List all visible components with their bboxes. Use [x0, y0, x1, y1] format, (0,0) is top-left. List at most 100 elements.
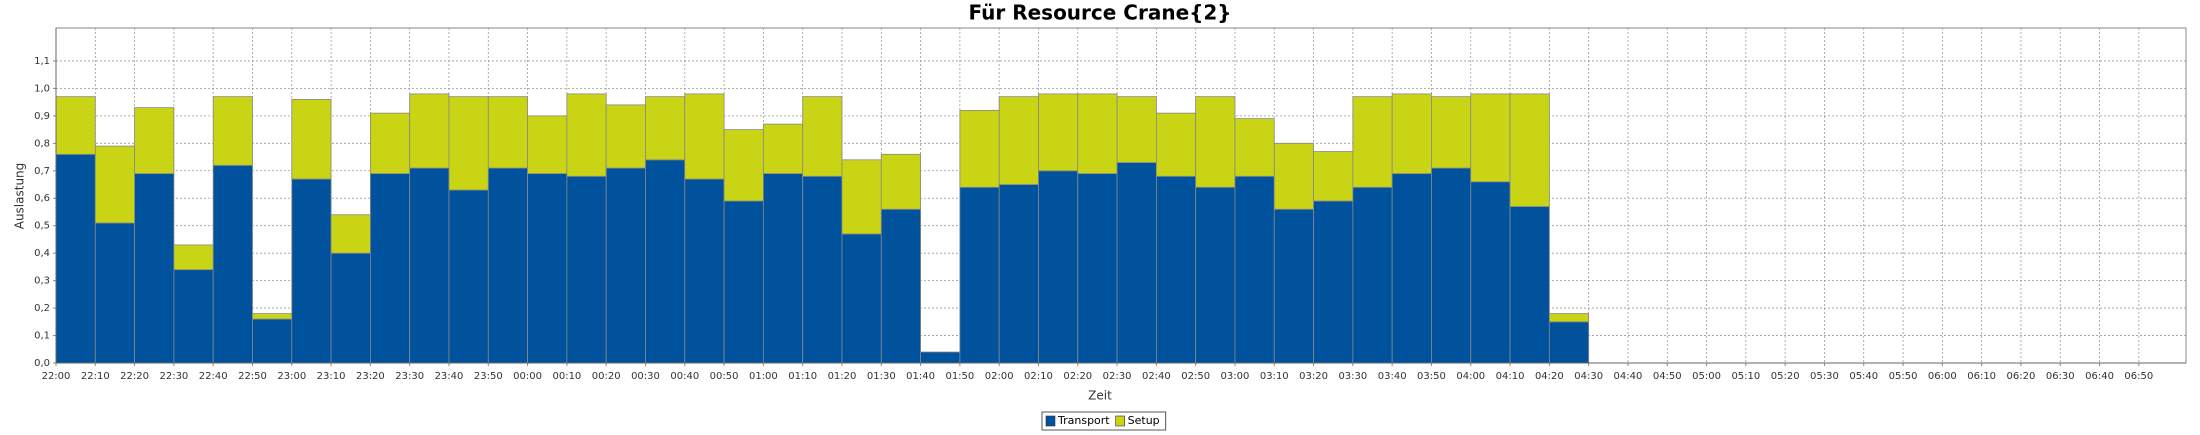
bar-segment — [1155, 112, 1197, 177]
y-tick-label: 0,0 — [34, 358, 50, 369]
bar-segment — [527, 173, 568, 364]
bar-segment — [959, 186, 1000, 364]
bar-segment — [802, 175, 843, 364]
bar-segment — [55, 96, 96, 155]
x-tick-label: 04:50 — [1653, 371, 1682, 382]
y-tick-label: 0,3 — [34, 276, 50, 287]
x-tick-label: 01:50 — [945, 371, 974, 382]
bar-segment — [1234, 118, 1275, 177]
bar-segment — [1352, 186, 1393, 364]
y-tick-label: 0,7 — [34, 166, 50, 177]
bar-segment — [1548, 313, 1590, 323]
x-tick-label: 04:00 — [1456, 371, 1485, 382]
x-tick-label: 02:50 — [1181, 371, 1210, 382]
bar-segment — [173, 244, 214, 271]
bar-segment — [291, 98, 332, 180]
x-tick-label: 01:20 — [828, 371, 857, 382]
bar-segment — [409, 93, 450, 169]
x-tick-label: 22:00 — [42, 371, 71, 382]
x-tick-label: 06:40 — [2085, 371, 2114, 382]
x-tick-label: 05:20 — [1771, 371, 1800, 382]
y-tick-label: 0,5 — [34, 221, 50, 232]
bar-segment — [880, 208, 921, 364]
bar-segment — [1431, 96, 1472, 169]
y-tick-label: 0,4 — [34, 248, 50, 259]
x-tick-label: 02:40 — [1142, 371, 1171, 382]
bar-segment — [369, 173, 411, 364]
x-tick-label: 22:30 — [159, 371, 188, 382]
bar-segment — [1077, 93, 1118, 174]
x-tick-label: 06:30 — [2046, 371, 2075, 382]
x-axis-label: Zeit — [1088, 389, 1112, 403]
legend-label: Setup — [1128, 414, 1160, 427]
x-tick-label: 05:40 — [1849, 371, 1878, 382]
bar-segment — [1038, 170, 1079, 364]
bar-segment — [1391, 173, 1432, 364]
bar-segment — [1155, 175, 1197, 364]
bar-segment — [173, 269, 214, 364]
x-tick-label: 03:30 — [1338, 371, 1367, 382]
x-tick-label: 00:50 — [710, 371, 739, 382]
y-tick-label: 0,8 — [34, 138, 50, 149]
x-tick-label: 03:20 — [1299, 371, 1328, 382]
x-tick-label: 06:00 — [1928, 371, 1957, 382]
bar-segment — [841, 159, 882, 235]
x-tick-label: 05:50 — [1889, 371, 1918, 382]
bar-segment — [1548, 321, 1590, 364]
y-tick-label: 0,1 — [34, 331, 50, 342]
bar-segment — [1431, 167, 1472, 364]
x-tick-label: 02:30 — [1103, 371, 1132, 382]
bar-segment — [605, 104, 646, 169]
chart-title: Für Resource Crane{2} — [968, 1, 1231, 25]
y-tick-label: 1,0 — [34, 83, 50, 94]
x-tick-label: 22:50 — [238, 371, 267, 382]
x-tick-label: 02:20 — [1063, 371, 1092, 382]
x-tick-label: 00:10 — [552, 371, 581, 382]
x-tick-label: 04:40 — [1614, 371, 1643, 382]
bar-segment — [1509, 206, 1550, 364]
x-tick-label: 00:20 — [592, 371, 621, 382]
bar-segment — [645, 96, 686, 161]
bar-segment — [1470, 181, 1511, 364]
bar-segment — [959, 109, 1000, 188]
bar-segment — [762, 123, 804, 174]
x-tick-label: 05:30 — [1810, 371, 1839, 382]
x-tick-label: 06:10 — [1967, 371, 1996, 382]
x-tick-label: 23:00 — [277, 371, 306, 382]
x-tick-label: 23:40 — [435, 371, 464, 382]
x-tick-label: 04:20 — [1535, 371, 1564, 382]
y-tick-label: 0,9 — [34, 111, 50, 122]
bar-segment — [998, 96, 1039, 185]
x-tick-label: 23:30 — [395, 371, 424, 382]
bar-segment — [1313, 151, 1354, 202]
x-tick-label: 02:00 — [985, 371, 1014, 382]
bar-segment — [723, 200, 764, 364]
bar-segment — [487, 167, 528, 364]
x-tick-label: 02:10 — [1024, 371, 1053, 382]
x-tick-label: 23:10 — [317, 371, 346, 382]
bar-segment — [94, 145, 135, 224]
bar-segment — [1352, 96, 1393, 188]
bar-segment — [566, 93, 607, 177]
bar-segment — [55, 153, 96, 364]
bar-segment — [1273, 142, 1314, 210]
bar-segment — [880, 153, 921, 210]
x-tick-label: 00:00 — [513, 371, 542, 382]
bar-segment — [684, 178, 725, 364]
bar-segment — [1313, 200, 1354, 364]
x-tick-label: 00:40 — [670, 371, 699, 382]
bar-segment — [212, 164, 253, 364]
y-tick-label: 0,2 — [34, 303, 50, 314]
legend-swatch — [1045, 415, 1056, 427]
bar-segment — [605, 167, 646, 364]
y-axis-label: Auslastung — [13, 163, 27, 230]
x-tick-label: 04:30 — [1574, 371, 1603, 382]
x-tick-label: 22:40 — [199, 371, 228, 382]
bar-segment — [134, 173, 175, 364]
bar-segment — [1509, 93, 1550, 207]
bar-segment — [1470, 93, 1511, 183]
bar-segment — [841, 233, 882, 364]
bar-segment — [330, 214, 371, 254]
bar-segment — [566, 175, 607, 364]
